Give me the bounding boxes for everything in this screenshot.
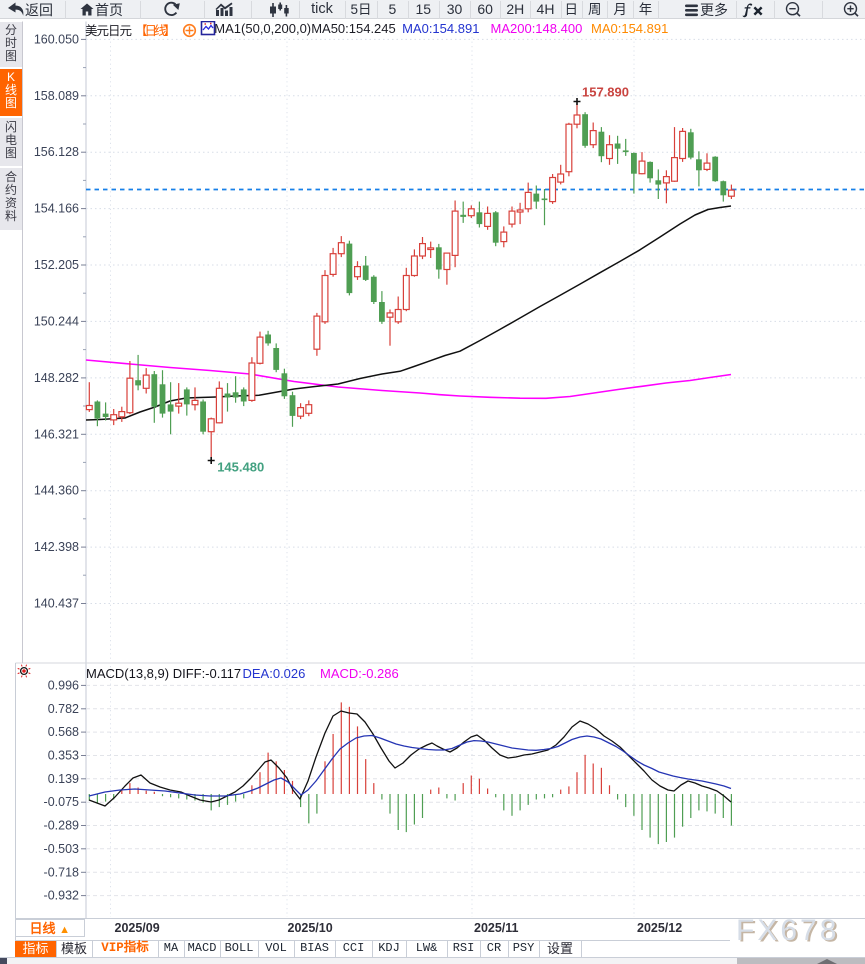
svg-text:0.353: 0.353 [48, 749, 79, 763]
svg-text:更多: 更多 [700, 2, 728, 18]
svg-text:160.050: 160.050 [34, 32, 79, 46]
svg-text:146.321: 146.321 [34, 427, 79, 441]
svg-text:-0.932: -0.932 [44, 889, 79, 903]
svg-text:0.782: 0.782 [48, 702, 79, 716]
svg-text:0.568: 0.568 [48, 725, 79, 739]
svg-text:返回: 返回 [25, 2, 53, 18]
svg-text:148.282: 148.282 [34, 371, 79, 385]
svg-text:0.996: 0.996 [48, 678, 79, 692]
svg-text:158.089: 158.089 [34, 89, 79, 103]
svg-text:156.128: 156.128 [34, 145, 79, 159]
svg-text:157.890: 157.890 [582, 85, 629, 100]
svg-text:144.360: 144.360 [34, 484, 79, 498]
svg-text:-0.718: -0.718 [44, 865, 79, 879]
svg-text:-0.075: -0.075 [44, 795, 79, 809]
svg-text:-0.503: -0.503 [44, 842, 79, 856]
svg-text:142.398: 142.398 [34, 540, 79, 554]
svg-text:152.205: 152.205 [34, 258, 79, 272]
svg-text:0.139: 0.139 [48, 772, 79, 786]
svg-text:-0.289: -0.289 [44, 819, 79, 833]
svg-text:145.480: 145.480 [217, 460, 264, 475]
svg-text:140.437: 140.437 [34, 597, 79, 611]
svg-text:首页: 首页 [95, 2, 123, 18]
svg-text:154.166: 154.166 [34, 202, 79, 216]
svg-text:150.244: 150.244 [34, 314, 79, 328]
